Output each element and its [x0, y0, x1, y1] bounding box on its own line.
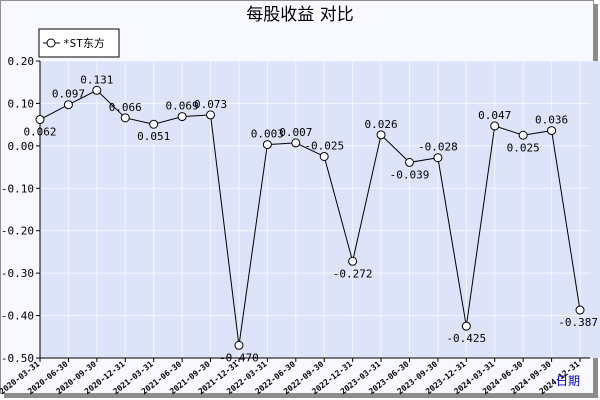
plot-area — [40, 61, 600, 358]
y-tick-label: -0.20 — [1, 225, 34, 238]
data-point — [433, 153, 443, 163]
data-point — [547, 126, 557, 136]
data-point — [63, 100, 73, 110]
data-label: 0.073 — [194, 98, 227, 111]
y-tick-label: 0.00 — [8, 140, 35, 153]
data-label: 0.066 — [109, 101, 142, 114]
data-point — [149, 119, 159, 129]
data-label: 0.047 — [478, 109, 511, 122]
data-point — [234, 340, 244, 350]
y-tick-labels: 0.20 0.10 0.00 -0.10 -0.20 -0.30 -0.40 -0.50 — [1, 55, 40, 365]
data-point — [490, 121, 500, 131]
axes — [39, 61, 590, 359]
x-axis-label: 日期 — [556, 374, 580, 388]
data-point — [575, 305, 585, 315]
data-label: 0.007 — [279, 126, 312, 139]
data-point — [206, 110, 216, 120]
data-point — [120, 113, 130, 123]
data-label: -0.425 — [446, 332, 486, 345]
data-label: 0.069 — [166, 100, 199, 113]
legend-marker-icon — [46, 38, 56, 48]
grid-lines — [39, 60, 590, 359]
series-eps — [35, 85, 585, 350]
data-point — [35, 115, 45, 125]
data-point — [262, 140, 272, 150]
x-tick-labels: 2020-03-312020-06-302020-09-302020-12-31… — [0, 358, 581, 396]
data-point — [319, 151, 329, 161]
data-label: -0.272 — [333, 267, 373, 280]
y-tick-label: -0.30 — [1, 267, 34, 280]
data-point — [177, 112, 187, 122]
y-tick-label: 0.20 — [8, 55, 35, 68]
data-point — [404, 157, 414, 167]
data-label: 0.026 — [364, 118, 397, 131]
data-label: 0.062 — [23, 126, 56, 139]
data-label: 0.097 — [52, 88, 85, 101]
legend-series-name: *ST东方 — [63, 36, 105, 50]
data-label: -0.470 — [219, 351, 259, 364]
data-point — [461, 321, 471, 331]
data-label: -0.028 — [418, 141, 458, 154]
chart-title: 每股收益 对比 — [246, 5, 353, 25]
data-label: 0.003 — [251, 128, 284, 141]
data-point — [348, 256, 358, 266]
y-tick-label: -0.40 — [1, 310, 34, 323]
legend: *ST东方 — [38, 28, 120, 58]
y-tick-label: -0.50 — [1, 352, 34, 365]
data-point — [518, 130, 528, 140]
data-label: -0.387 — [558, 316, 598, 329]
data-label: 0.036 — [535, 114, 568, 127]
data-label: 0.025 — [507, 141, 540, 154]
data-label: -0.039 — [390, 168, 430, 181]
data-label: 0.131 — [80, 73, 113, 86]
data-point — [291, 138, 301, 148]
data-label: -0.025 — [304, 139, 344, 152]
y-tick-label: 0.10 — [8, 97, 35, 110]
series-line — [39, 89, 581, 346]
data-point — [92, 85, 102, 95]
data-label: 0.051 — [137, 130, 170, 143]
y-tick-label: -0.10 — [1, 182, 34, 195]
data-point — [376, 130, 386, 140]
